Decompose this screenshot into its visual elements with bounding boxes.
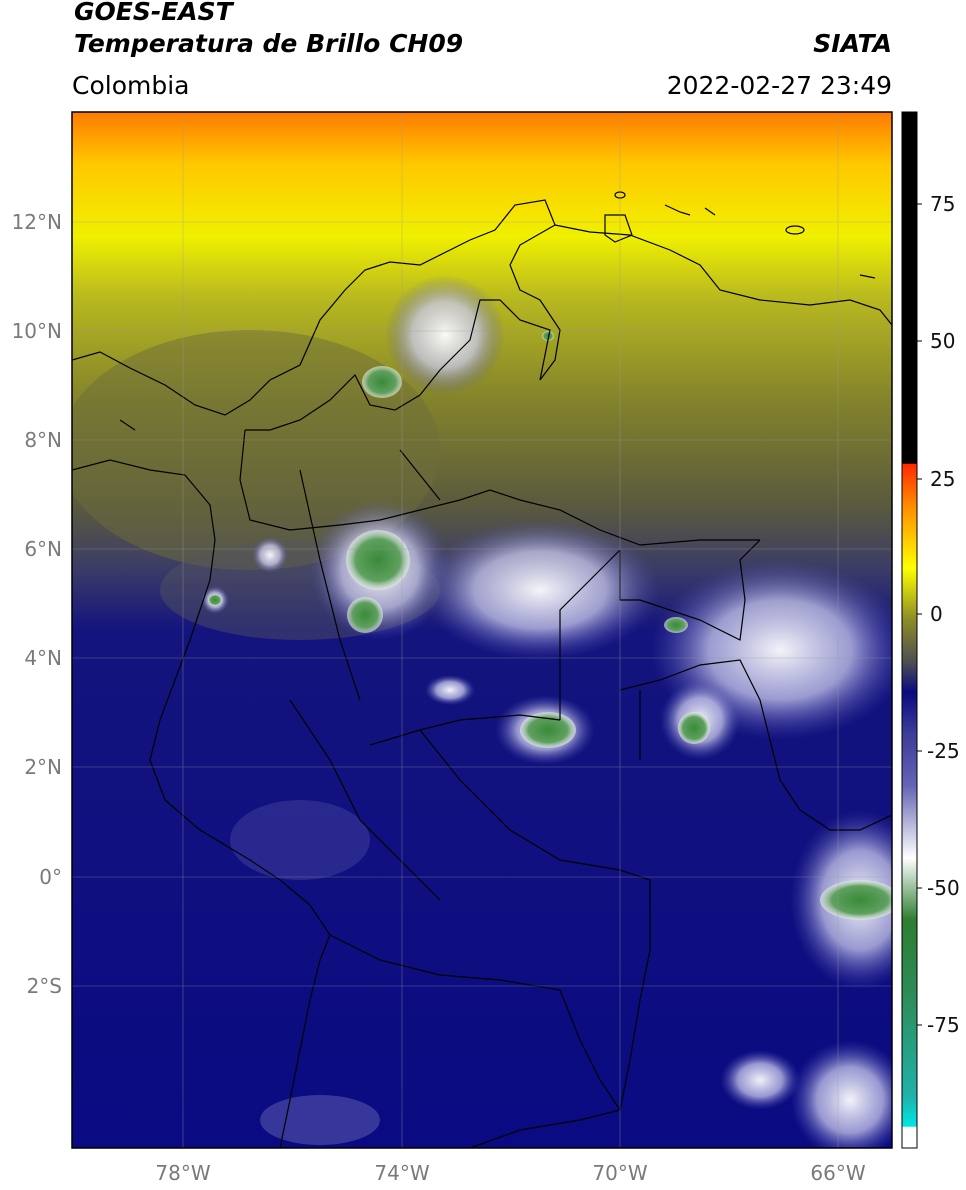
lat-label: 8°N (24, 428, 62, 452)
lon-label: 70°W (592, 1161, 647, 1185)
colorbar-tick: 25 (930, 467, 955, 491)
timestamp-label: 2022-02-27 23:49 (666, 71, 892, 100)
boundaries (72, 199, 892, 1148)
lat-label: 4°N (24, 646, 62, 670)
colorbar-scale (901, 111, 918, 1149)
colorbar-tick: 75 (930, 192, 955, 216)
lat-label: 0° (39, 865, 62, 889)
lat-labels: 12°N 10°N 8°N 6°N 4°N 2°N 0° 2°S (12, 210, 62, 998)
lat-label: 10°N (12, 319, 62, 343)
lon-labels: 78°W 74°W 70°W 66°W (155, 1161, 865, 1185)
lon-label: 74°W (374, 1161, 429, 1185)
title-line2: Temperatura de Brillo CH09 (74, 29, 464, 58)
colorbar-tick: 0 (930, 602, 943, 626)
region-label: Colombia (72, 71, 190, 100)
colorbar-tick: -50 (927, 876, 960, 900)
colorbar-tick: 50 (930, 329, 955, 353)
source-label: SIATA (813, 29, 892, 58)
colorbar-tick: -75 (927, 1013, 960, 1037)
lat-label: 12°N (12, 210, 62, 234)
lat-label: 2°S (27, 974, 62, 998)
islands (604, 191, 876, 279)
colorbar: 75 50 25 0 -25 -50 -75 (901, 111, 960, 1149)
title-line1: GOES-EAST (74, 0, 233, 26)
lon-label: 66°W (810, 1161, 865, 1185)
lat-label: 2°N (24, 755, 62, 779)
lon-label: 78°W (155, 1161, 210, 1185)
colorbar-tick: -25 (927, 739, 960, 763)
lat-label: 6°N (24, 537, 62, 561)
graticule (72, 112, 892, 1148)
map-frame (71, 111, 893, 1149)
